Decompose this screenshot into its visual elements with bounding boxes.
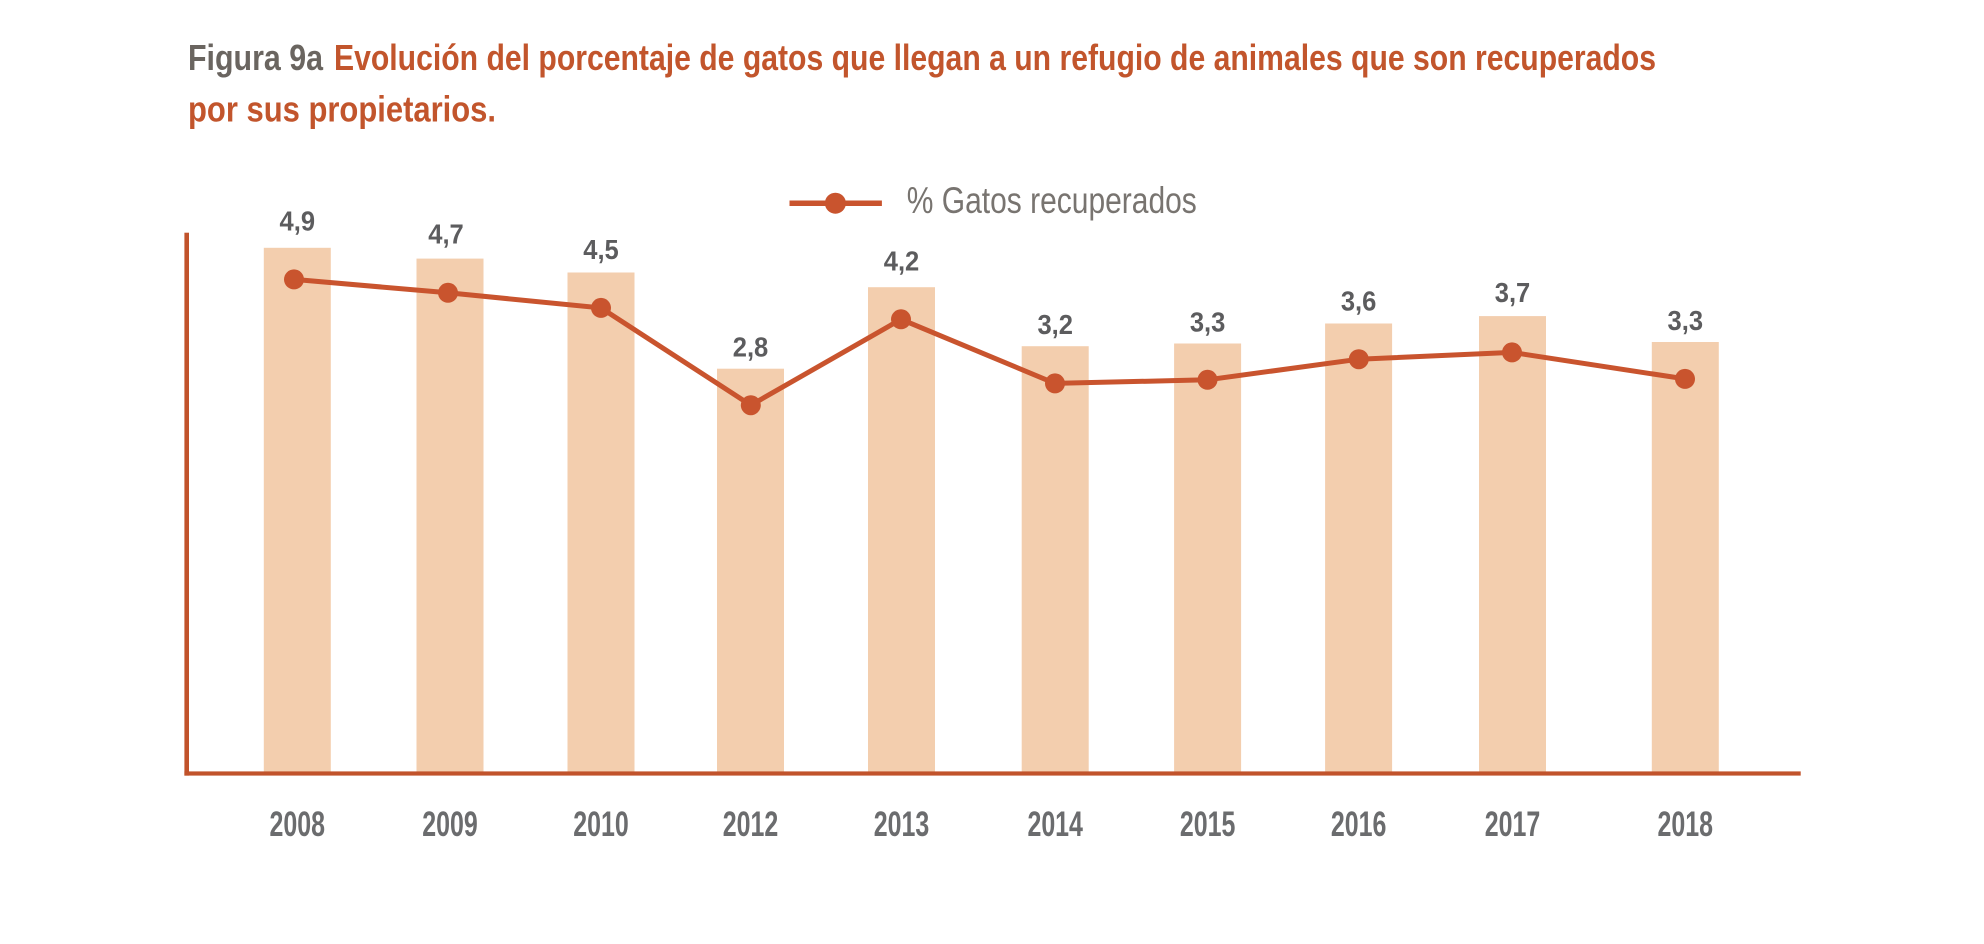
svg-text:2015: 2015: [1180, 805, 1236, 844]
svg-text:Evolución del porcentaje de ga: Evolución del porcentaje de gatos que ll…: [334, 37, 1656, 78]
svg-text:3,3: 3,3: [1668, 305, 1704, 336]
svg-text:Figura 9a: Figura 9a: [188, 37, 324, 78]
svg-text:4,9: 4,9: [280, 206, 316, 237]
svg-text:2008: 2008: [270, 805, 326, 844]
svg-text:3,3: 3,3: [1190, 307, 1226, 338]
svg-text:3,6: 3,6: [1341, 286, 1377, 317]
svg-text:% Gatos recuperados: % Gatos recuperados: [907, 180, 1197, 221]
svg-text:por sus propietarios.: por sus propietarios.: [188, 89, 496, 130]
svg-text:2014: 2014: [1027, 805, 1083, 844]
svg-text:3,2: 3,2: [1037, 309, 1073, 340]
svg-text:4,5: 4,5: [583, 234, 619, 265]
svg-text:2,8: 2,8: [733, 331, 769, 362]
svg-text:4,7: 4,7: [428, 219, 464, 250]
svg-text:2016: 2016: [1331, 805, 1387, 844]
svg-text:2018: 2018: [1658, 805, 1714, 844]
svg-text:2012: 2012: [723, 805, 779, 844]
svg-text:2017: 2017: [1485, 805, 1541, 844]
svg-text:2010: 2010: [573, 805, 629, 844]
svg-text:2009: 2009: [422, 805, 478, 844]
svg-text:3,7: 3,7: [1495, 277, 1531, 308]
svg-text:2013: 2013: [874, 805, 930, 844]
svg-text:4,2: 4,2: [884, 245, 920, 276]
